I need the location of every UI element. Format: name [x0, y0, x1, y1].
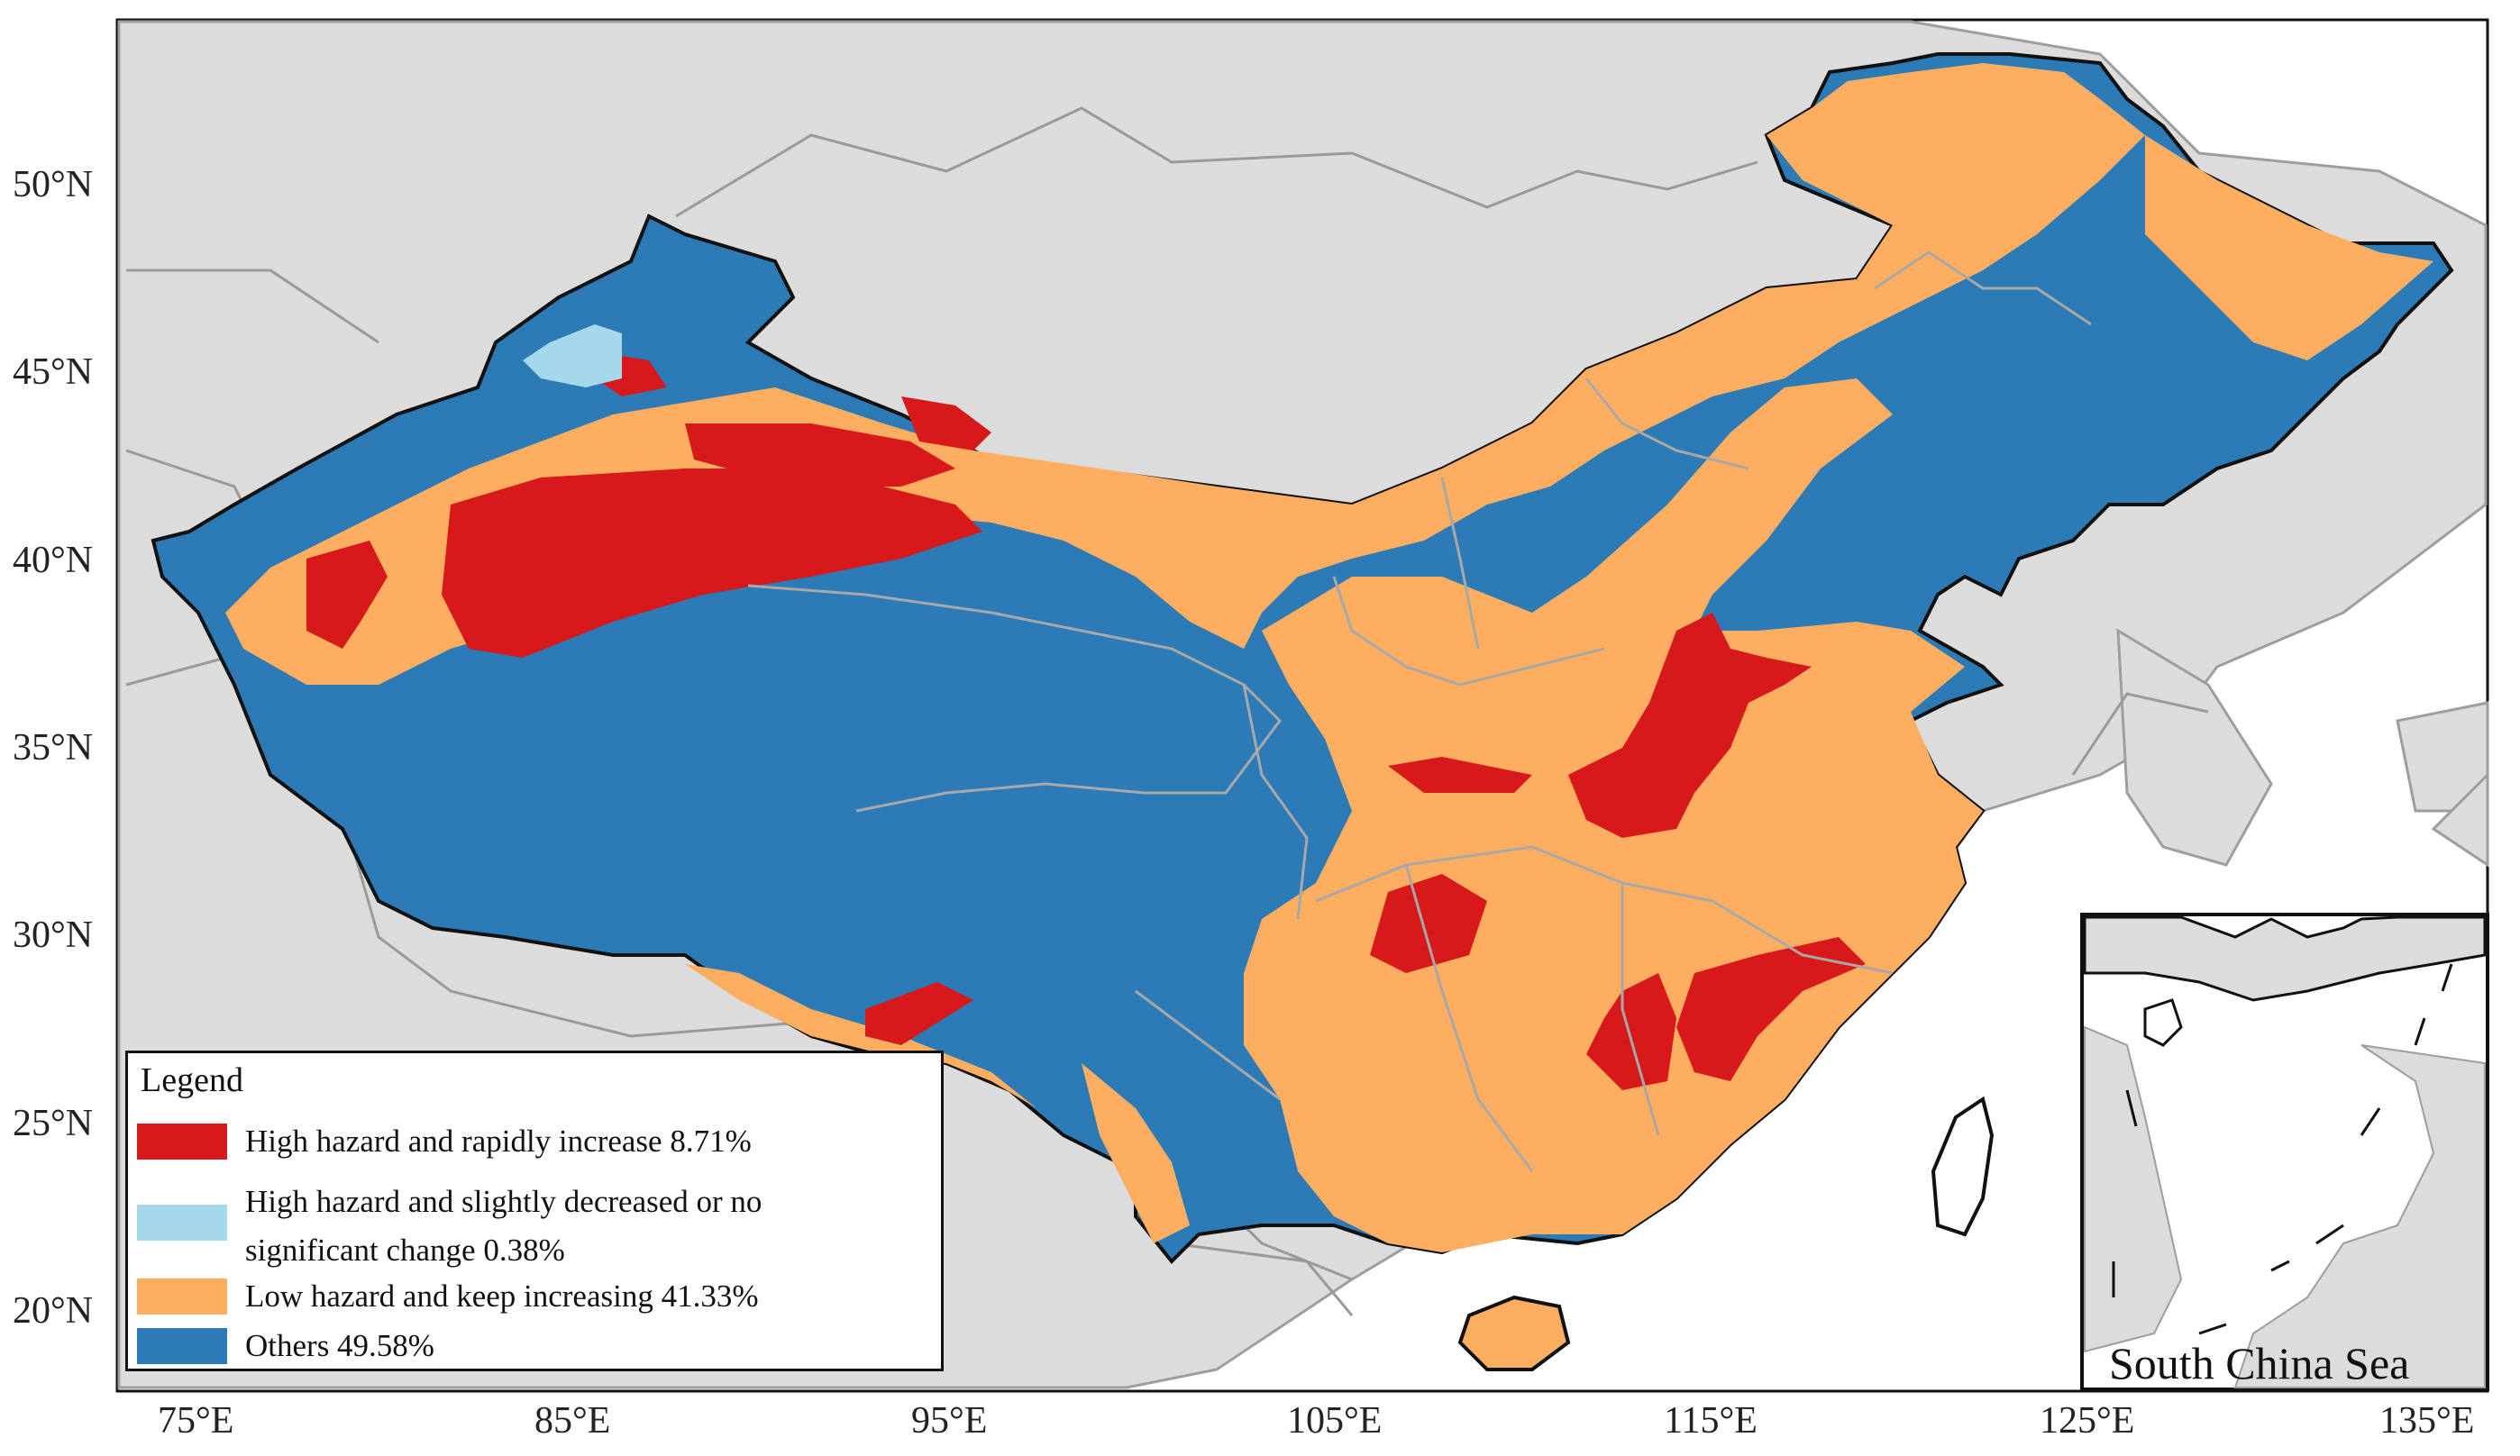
inset-south-china-sea: South China Sea: [2080, 913, 2489, 1391]
legend-swatch: [137, 1205, 227, 1241]
longitude-axis: 75°E 85°E 95°E 105°E 115°E 125°E 135°E: [158, 1400, 2474, 1442]
zone-high-rapid: [306, 351, 1866, 1090]
lon-tick-label: 135°E: [2379, 1400, 2474, 1442]
lat-tick-label: 50°N: [13, 164, 93, 205]
legend-swatch: [137, 1279, 227, 1315]
zone-high-slight: [523, 324, 622, 387]
lon-tick-label: 115°E: [1664, 1400, 1758, 1442]
legend-item-low-increasing: Low hazard and keep increasing 41.33%: [137, 1279, 876, 1318]
lon-tick-label: 75°E: [158, 1400, 233, 1442]
legend-swatch: [137, 1124, 227, 1160]
inset-caption: South China Sea: [2109, 1338, 2409, 1388]
lat-tick-label: 30°N: [13, 915, 93, 956]
lon-tick-label: 85°E: [534, 1400, 610, 1442]
lat-tick-label: 40°N: [13, 540, 93, 581]
legend-item-others: Others 49.58%: [137, 1328, 876, 1368]
lat-tick-label: 20°N: [13, 1290, 93, 1332]
legend-item-high-rapid: High hazard and rapidly increase 8.71%: [137, 1124, 876, 1163]
lat-tick-label: 35°N: [13, 727, 93, 769]
legend-title: Legend: [141, 1061, 243, 1099]
legend-label: Low hazard and keep increasing 41.33%: [245, 1279, 759, 1314]
lat-tick-label: 45°N: [13, 351, 93, 393]
legend-label: High hazard and rapidly increase 8.71%: [245, 1124, 752, 1159]
legend: Legend High hazard and rapidly increase …: [125, 1051, 944, 1371]
legend-label: Others 49.58%: [245, 1328, 434, 1363]
legend-swatch: [137, 1328, 227, 1364]
legend-item-high-slight: High hazard and slightly decreased or no…: [137, 1178, 840, 1275]
latitude-axis: 50°N 45°N 40°N 35°N 30°N 25°N 20°N: [13, 164, 93, 1332]
lon-tick-label: 95°E: [911, 1400, 987, 1442]
lat-tick-label: 25°N: [13, 1103, 93, 1144]
lon-tick-label: 125°E: [2040, 1400, 2134, 1442]
legend-label: High hazard and slightly decreased or no…: [245, 1184, 762, 1268]
province-boundaries: [747, 250, 2092, 1172]
lon-tick-label: 105°E: [1287, 1400, 1382, 1442]
